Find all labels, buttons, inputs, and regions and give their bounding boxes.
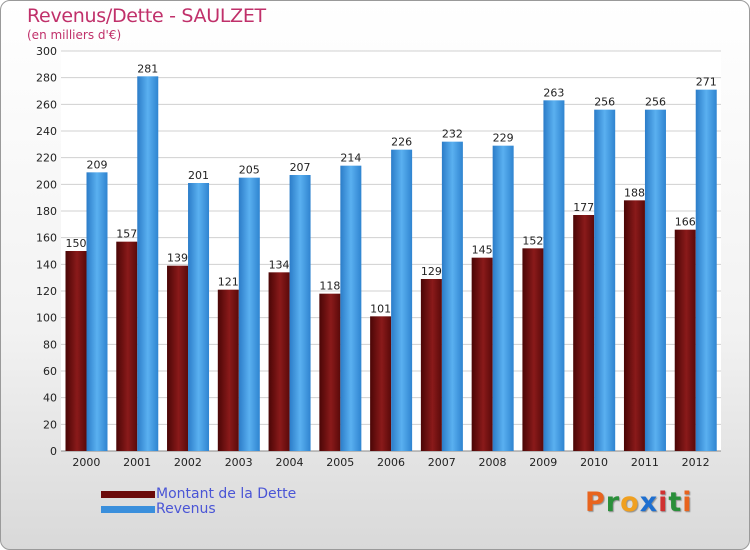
value-label-dette: 177	[573, 201, 594, 214]
value-label-dette: 121	[218, 276, 239, 289]
value-label-revenus: 209	[87, 158, 108, 171]
bar-revenus	[492, 145, 514, 451]
proxiti-logo: Proxiti	[585, 487, 693, 518]
bar-dette	[65, 251, 87, 451]
bar-revenus	[644, 109, 666, 452]
value-label-dette: 150	[66, 237, 87, 250]
bar-dette	[217, 289, 239, 451]
value-label-revenus: 256	[645, 96, 666, 109]
x-tick-label: 2005	[326, 456, 354, 469]
value-label-dette: 129	[421, 265, 442, 278]
y-tick-label: 140	[36, 258, 57, 271]
value-label-revenus: 201	[188, 169, 209, 182]
value-label-dette: 157	[116, 228, 137, 241]
y-tick-label: 80	[43, 338, 57, 351]
bar-dette	[268, 272, 290, 451]
legend-label-revenus: Revenus	[156, 501, 216, 517]
x-tick-label: 2003	[225, 456, 253, 469]
value-label-dette: 134	[269, 258, 290, 271]
x-tick-label: 2011	[631, 456, 659, 469]
y-tick-label: 120	[36, 285, 57, 298]
bar-revenus	[137, 76, 159, 451]
bar-dette	[522, 248, 544, 451]
value-label-revenus: 214	[340, 152, 361, 165]
y-tick-label: 60	[43, 365, 57, 378]
y-tick-label: 220	[36, 152, 57, 165]
legend-label-dette: Montant de la Dette	[156, 486, 297, 502]
value-label-revenus: 281	[137, 62, 158, 75]
bar-revenus	[594, 109, 616, 452]
logo-letter: o	[620, 487, 640, 518]
legend-swatch-revenus	[101, 506, 155, 513]
y-tick-label: 200	[36, 178, 57, 191]
bar-dette	[370, 316, 392, 451]
logo-letter: t	[668, 487, 683, 518]
y-tick-label: 40	[43, 392, 57, 405]
y-tick-label: 20	[43, 418, 57, 431]
value-label-revenus: 207	[290, 161, 311, 174]
bar-dette	[420, 279, 442, 451]
value-label-dette: 101	[370, 302, 391, 315]
value-label-dette: 118	[319, 280, 340, 293]
bar-dette	[471, 257, 493, 451]
x-tick-label: 2012	[682, 456, 710, 469]
bar-dette	[674, 229, 696, 451]
legend-swatch-dette	[101, 491, 155, 498]
value-label-revenus: 226	[391, 136, 412, 149]
value-label-dette: 145	[472, 244, 493, 257]
x-tick-label: 2000	[72, 456, 100, 469]
bar-revenus	[441, 141, 463, 451]
bar-revenus	[188, 183, 210, 451]
bar-revenus	[86, 172, 108, 452]
value-label-dette: 188	[624, 186, 645, 199]
bar-dette	[167, 265, 189, 451]
bar-revenus	[340, 165, 362, 451]
y-tick-label: 300	[36, 45, 57, 58]
x-tick-label: 2006	[377, 456, 405, 469]
logo-letter: i	[682, 487, 693, 518]
bar-dette	[623, 200, 645, 451]
chart-title: Revenus/Dette - SAULZET	[27, 5, 266, 27]
y-tick-label: 180	[36, 205, 57, 218]
value-label-revenus: 232	[442, 128, 463, 141]
y-tick-label: 280	[36, 72, 57, 85]
value-label-dette: 139	[167, 252, 188, 265]
chart-subtitle: (en milliers d'€)	[27, 28, 122, 42]
y-tick-label: 240	[36, 125, 57, 138]
bar-revenus	[695, 89, 717, 452]
bar-revenus	[391, 149, 413, 451]
bar-dette	[573, 215, 595, 451]
x-tick-label: 2001	[123, 456, 151, 469]
value-label-revenus: 271	[696, 76, 717, 89]
bar-revenus	[238, 177, 260, 451]
bar-dette	[116, 241, 138, 451]
y-tick-label: 0	[50, 445, 57, 458]
x-tick-label: 2009	[529, 456, 557, 469]
bar-revenus	[543, 100, 565, 451]
x-tick-label: 2002	[174, 456, 202, 469]
value-label-dette: 152	[522, 234, 543, 247]
x-tick-label: 2008	[479, 456, 507, 469]
x-tick-label: 2007	[428, 456, 456, 469]
y-tick-label: 260	[36, 98, 57, 111]
value-label-revenus: 256	[594, 96, 615, 109]
x-tick-label: 2004	[275, 456, 303, 469]
logo-letter: P	[585, 487, 606, 518]
logo-letter: i	[658, 487, 669, 518]
bar-dette	[319, 293, 341, 451]
logo-letter: x	[639, 487, 659, 518]
bar-revenus	[289, 175, 311, 451]
y-tick-label: 160	[36, 232, 57, 245]
value-label-dette: 166	[675, 216, 696, 229]
value-label-revenus: 229	[493, 132, 514, 145]
value-label-revenus: 205	[239, 164, 260, 177]
x-tick-label: 2010	[580, 456, 608, 469]
y-tick-label: 100	[36, 312, 57, 325]
value-label-revenus: 263	[543, 86, 564, 99]
logo-letter: r	[605, 487, 621, 518]
